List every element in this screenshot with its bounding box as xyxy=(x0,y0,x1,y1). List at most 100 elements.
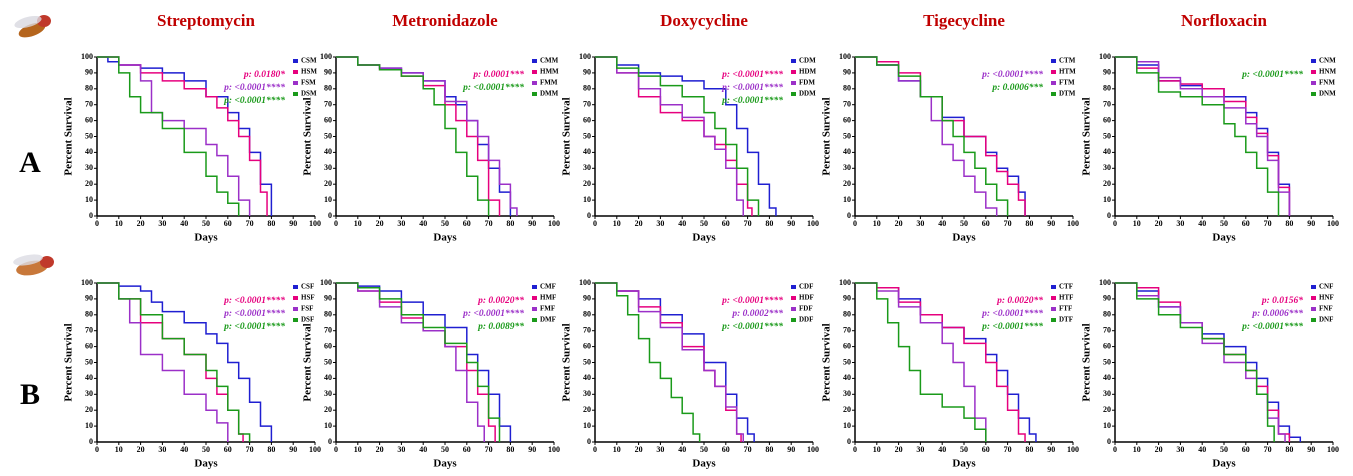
legend-label: HSF xyxy=(301,294,315,302)
y-tick-label: 80 xyxy=(583,84,591,93)
legend-marker xyxy=(1311,285,1316,289)
y-axis-label: Percent Survival xyxy=(63,323,75,401)
x-tick-label: 50 xyxy=(1220,219,1228,228)
legend-label: CMF xyxy=(540,283,556,291)
survival-curve xyxy=(595,282,744,442)
x-tick-label: 60 xyxy=(982,445,990,454)
legend-marker xyxy=(791,59,796,63)
p-value: p: <0.0001**** xyxy=(981,308,1043,319)
x-tick-label: 20 xyxy=(376,445,384,454)
legend-marker xyxy=(1311,318,1316,322)
y-axis-label: Percent Survival xyxy=(561,323,573,401)
x-tick-label: 80 xyxy=(267,445,275,454)
x-tick-label: 90 xyxy=(1307,219,1315,228)
y-tick-label: 40 xyxy=(843,373,851,382)
x-tick-label: 100 xyxy=(807,219,819,228)
survival-curve xyxy=(855,282,987,442)
x-tick-label: 20 xyxy=(895,219,903,228)
y-tick-label: 90 xyxy=(843,68,851,77)
p-value: p: <0.0001**** xyxy=(1241,321,1303,332)
x-tick-label: 30 xyxy=(158,219,166,228)
p-value: p: 0.0020** xyxy=(477,295,524,306)
y-tick-label: 20 xyxy=(85,405,93,414)
legend-label: FDM xyxy=(799,79,815,87)
y-tick-label: 50 xyxy=(583,131,591,140)
p-value: p: 0.0002*** xyxy=(731,308,783,319)
survival-curve xyxy=(1115,282,1275,442)
x-tick-label: 70 xyxy=(1264,445,1272,454)
legend-marker xyxy=(1051,81,1056,85)
x-tick-label: 80 xyxy=(1025,445,1033,454)
x-tick-label: 70 xyxy=(1264,219,1272,228)
y-tick-label: 100 xyxy=(1099,52,1111,61)
y-tick-label: 60 xyxy=(843,115,851,124)
x-tick-label: 10 xyxy=(354,219,362,228)
x-tick-label: 100 xyxy=(1327,219,1339,228)
y-tick-label: 50 xyxy=(1103,131,1111,140)
x-tick-label: 0 xyxy=(334,219,338,228)
x-tick-label: 90 xyxy=(528,219,536,228)
y-tick-label: 20 xyxy=(1103,405,1111,414)
p-value: p: <0.0001**** xyxy=(223,82,285,93)
x-tick-label: 100 xyxy=(1067,219,1079,228)
x-tick-label: 30 xyxy=(158,445,166,454)
x-tick-label: 40 xyxy=(1198,445,1206,454)
y-tick-label: 50 xyxy=(85,357,93,366)
x-tick-label: 0 xyxy=(1113,219,1117,228)
y-tick-label: 0 xyxy=(847,211,851,220)
y-tick-label: 70 xyxy=(1103,326,1111,335)
legend-marker xyxy=(791,81,796,85)
x-tick-label: 10 xyxy=(115,219,123,228)
legend-label: FNF xyxy=(1319,305,1333,313)
legend-label: DSF xyxy=(301,316,314,324)
x-tick-label: 20 xyxy=(376,219,384,228)
x-tick-label: 10 xyxy=(1133,219,1141,228)
legend-marker xyxy=(293,285,298,289)
y-tick-label: 20 xyxy=(843,179,851,188)
x-tick-label: 60 xyxy=(224,445,232,454)
legend-label: FMF xyxy=(540,305,555,313)
y-tick-label: 90 xyxy=(1103,294,1111,303)
x-tick-label: 90 xyxy=(1047,219,1055,228)
y-tick-label: 100 xyxy=(81,278,93,287)
y-tick-label: 90 xyxy=(324,294,332,303)
legend-marker xyxy=(1051,307,1056,311)
survival-curve xyxy=(855,56,1026,216)
y-tick-label: 70 xyxy=(324,100,332,109)
p-value: p: <0.0001**** xyxy=(721,82,783,93)
y-tick-label: 90 xyxy=(1103,68,1111,77)
y-tick-label: 100 xyxy=(839,52,851,61)
y-tick-label: 0 xyxy=(89,211,93,220)
y-axis-label: Percent Survival xyxy=(1081,323,1093,401)
x-axis-label: Days xyxy=(194,458,218,470)
legend-label: HTM xyxy=(1059,68,1076,76)
survival-curve xyxy=(336,56,501,216)
legend-marker xyxy=(293,307,298,311)
legend-label: DMF xyxy=(540,316,556,324)
y-tick-label: 90 xyxy=(324,68,332,77)
survival-curve xyxy=(97,282,273,442)
legend-label: CTM xyxy=(1059,57,1076,65)
x-axis-label: Days xyxy=(952,232,976,244)
x-axis-label: Days xyxy=(1212,458,1236,470)
legend-marker xyxy=(532,59,537,63)
legend-marker xyxy=(293,81,298,85)
legend-label: CMM xyxy=(540,57,559,65)
survival-curve xyxy=(855,282,1037,442)
x-tick-label: 80 xyxy=(506,445,514,454)
x-tick-label: 30 xyxy=(1176,445,1184,454)
x-tick-label: 70 xyxy=(1004,219,1012,228)
legend-label: CDF xyxy=(799,283,813,291)
legend-label: HSM xyxy=(301,68,317,76)
y-tick-label: 40 xyxy=(324,373,332,382)
x-tick-label: 60 xyxy=(982,219,990,228)
y-tick-label: 70 xyxy=(324,326,332,335)
x-tick-label: 50 xyxy=(960,219,968,228)
x-tick-label: 40 xyxy=(180,219,188,228)
p-value: p: <0.0001**** xyxy=(223,321,285,332)
x-tick-label: 30 xyxy=(397,445,405,454)
y-tick-label: 100 xyxy=(320,278,332,287)
y-tick-label: 60 xyxy=(1103,115,1111,124)
x-axis-label: Days xyxy=(692,232,716,244)
